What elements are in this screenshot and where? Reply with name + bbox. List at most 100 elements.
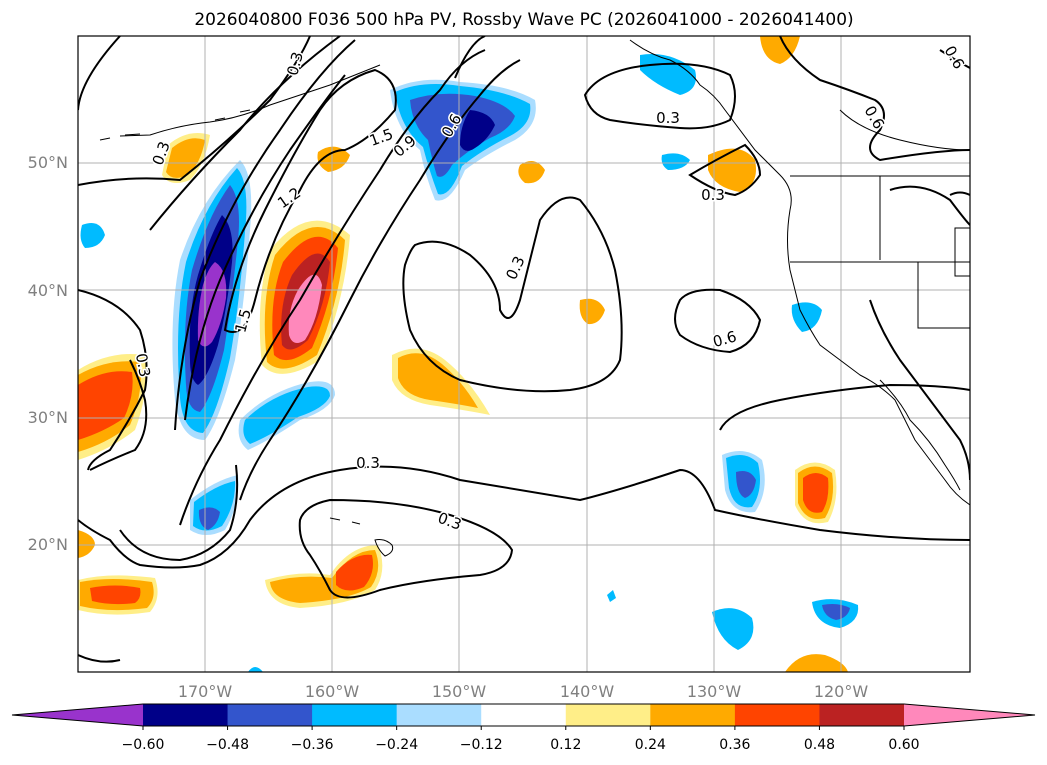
contour-label: 0.3 <box>132 352 154 379</box>
pv-contour <box>298 498 514 599</box>
anomaly-patch-neg-west-small <box>80 222 105 248</box>
colorbar-tick-label: −0.48 <box>206 737 249 753</box>
anomaly-patch-pos-northwest <box>166 138 205 178</box>
coastline-north-america <box>629 39 970 506</box>
pv-contour <box>78 465 970 569</box>
anomaly-patch-pos-western-edge <box>78 371 133 440</box>
lon-tick-label: 160°W <box>305 682 360 701</box>
anomaly-patch-pos-small-140w <box>579 298 605 325</box>
lon-tick-label: 130°W <box>687 682 742 701</box>
anomaly-patch-pos-southwest <box>90 585 141 605</box>
lon-tick-label: 170°W <box>178 682 233 701</box>
colorbar-tick-label: 0.60 <box>888 737 919 753</box>
hawaiian-islands <box>329 517 394 557</box>
colorbar-extend-high <box>904 704 1035 726</box>
anomaly-patch-neg-small-bc <box>661 153 690 170</box>
border-us-states <box>790 109 970 329</box>
pv-contour <box>78 36 311 186</box>
colorbar-tick-label: 0.48 <box>804 737 835 753</box>
colorbar-tick-label: 0.36 <box>719 737 750 753</box>
map-title: 2026040800 F036 500 hPa PV, Rossby Wave … <box>194 10 853 30</box>
anomaly-patch-pos-hawaii <box>336 554 373 591</box>
contour-label: 0.3 <box>701 186 725 204</box>
colorbar-segment <box>734 704 820 726</box>
colorbar-tick-label: 0.12 <box>550 737 581 753</box>
coastlines <box>99 39 970 557</box>
anomaly-patch-neg-california <box>791 302 822 332</box>
pv-contour <box>719 383 970 431</box>
anomaly-patch-neg-tiny <box>607 590 616 602</box>
pv-contour <box>78 36 121 111</box>
pv-contour <box>239 59 521 501</box>
contour-label: 0.3 <box>356 454 380 472</box>
coastline-baja <box>879 379 961 491</box>
colorbar-extend-low <box>12 704 143 726</box>
pv-contour <box>583 62 736 130</box>
anomaly-patch-pos-alaska-gulf <box>708 148 756 192</box>
colorbar-segment <box>650 704 736 726</box>
pv-contour <box>149 36 341 231</box>
colorbar-tick-labels: −0.60 −0.48 −0.36 −0.24 −0.12 0.12 0.24 0.36 0.4… <box>122 726 920 753</box>
colorbar-tick-label: −0.36 <box>291 737 334 753</box>
positive-anomaly-patches <box>78 36 848 672</box>
colorbar-segment <box>481 704 567 726</box>
anomaly-patch-pos-top-edge <box>760 36 800 64</box>
colorbar-tick-label: 0.24 <box>635 737 666 753</box>
pv-contour <box>223 68 397 333</box>
map-frame <box>77 35 971 673</box>
anomaly-patch-neg-southeast <box>822 604 850 620</box>
colorbar-segment <box>819 704 905 726</box>
colorbar-tick-label: −0.12 <box>460 737 503 753</box>
colorbar-segment <box>312 704 398 726</box>
colorbar-segment <box>227 704 313 726</box>
pv-contour <box>78 289 148 471</box>
anomaly-patch-pos-west-20n <box>78 530 95 558</box>
lat-tick-label: 30°N <box>28 408 68 427</box>
pv-contour <box>949 191 970 196</box>
anomaly-patch-pos-core <box>288 274 322 344</box>
contour-label: 0.3 <box>656 109 680 127</box>
pv-contour <box>78 654 121 663</box>
pv-contour <box>402 196 623 393</box>
anomaly-patch-pos-baja-south <box>803 473 829 513</box>
pv-contour <box>179 49 486 526</box>
pv-contour <box>119 464 239 562</box>
pv-contour <box>869 299 970 481</box>
coastline-bering <box>119 64 381 137</box>
lon-tick-label: 150°W <box>432 682 487 701</box>
anomaly-patch-neg-lower-trough <box>198 507 220 530</box>
coastline-aleutians <box>99 109 251 141</box>
pv-contours <box>78 36 970 663</box>
anomaly-patch-pos-north-small <box>518 161 545 184</box>
pv-contour <box>674 288 762 354</box>
pv-contour <box>174 39 356 431</box>
lat-tick-label: 50°N <box>28 153 68 172</box>
colorbar-segment <box>396 704 482 726</box>
lat-tick-label: 20°N <box>28 535 68 554</box>
pv-contour <box>939 49 970 69</box>
anomaly-patch-pos-central-pacific <box>398 353 478 408</box>
pv-contour <box>184 74 346 421</box>
pv-contour <box>889 185 970 226</box>
pv-contour <box>454 36 486 79</box>
lon-tick-label: 140°W <box>560 682 615 701</box>
map-area <box>78 36 970 672</box>
anomaly-patch-neg-east-subtropical <box>736 471 756 498</box>
pv-contour <box>89 359 148 471</box>
lon-tick-labels: 170°W 160°W 150°W 140°W 130°W 120°W <box>178 682 869 701</box>
lon-tick-label: 120°W <box>814 682 869 701</box>
contour-label: 0.3 <box>283 50 307 78</box>
anomaly-patch-neg-gulf-alaska <box>460 110 495 151</box>
lat-tick-label: 40°N <box>28 281 68 300</box>
colorbar <box>11 703 1036 727</box>
lat-tick-labels: 20°N 30°N 40°N 50°N <box>28 153 68 554</box>
anomaly-patch-pos-north-small <box>317 146 350 172</box>
colorbar-segment <box>565 704 651 726</box>
pv-contour <box>688 143 762 197</box>
pv-contour <box>779 36 970 162</box>
anomaly-patch-pos-bottom-edge <box>785 654 848 672</box>
anomaly-patch-neg-bottom-edge <box>248 667 263 672</box>
colorbar-tick-label: −0.24 <box>375 737 418 753</box>
colorbar-segment <box>143 704 229 726</box>
